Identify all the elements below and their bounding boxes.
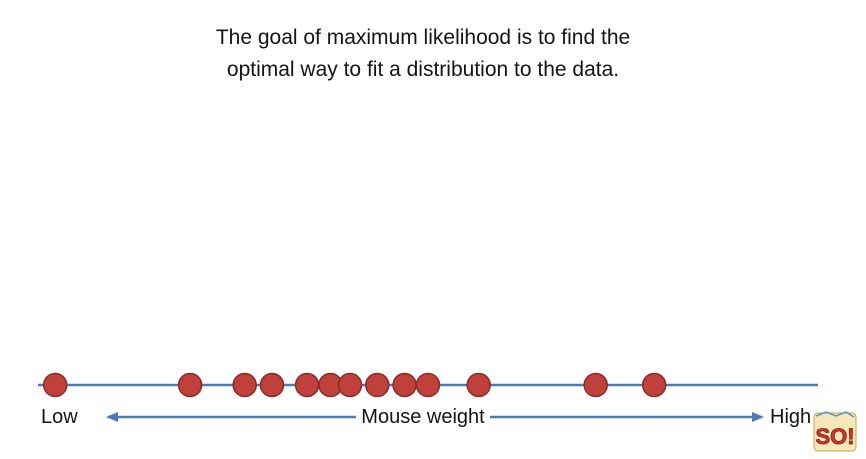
data-point-9 [392,372,417,398]
title-line-2: optimal way to fit a distribution to the… [226,58,620,81]
data-point-2 [177,372,203,398]
statquest-logo-icon: SO! [813,411,857,452]
data-point-11 [466,372,491,398]
axis-title-label: Mouse weight [356,405,490,429]
data-point-7 [337,372,363,398]
data-point-3 [232,372,257,398]
data-point-1 [42,372,68,398]
data-point-5 [294,372,320,398]
data-point-13 [641,372,667,398]
axis-low-label: Low [41,406,78,428]
svg-text:SO!: SO! [815,424,854,449]
title-line-1: The goal of maximum likelihood is to fin… [215,26,631,49]
data-point-10 [415,372,441,398]
data-points [42,372,667,398]
data-point-8 [365,372,390,398]
axis-high-label: High [770,406,812,428]
data-point-12 [583,372,608,398]
data-point-4 [259,372,285,398]
slide-title: The goal of maximum likelihood is to fin… [0,22,846,86]
